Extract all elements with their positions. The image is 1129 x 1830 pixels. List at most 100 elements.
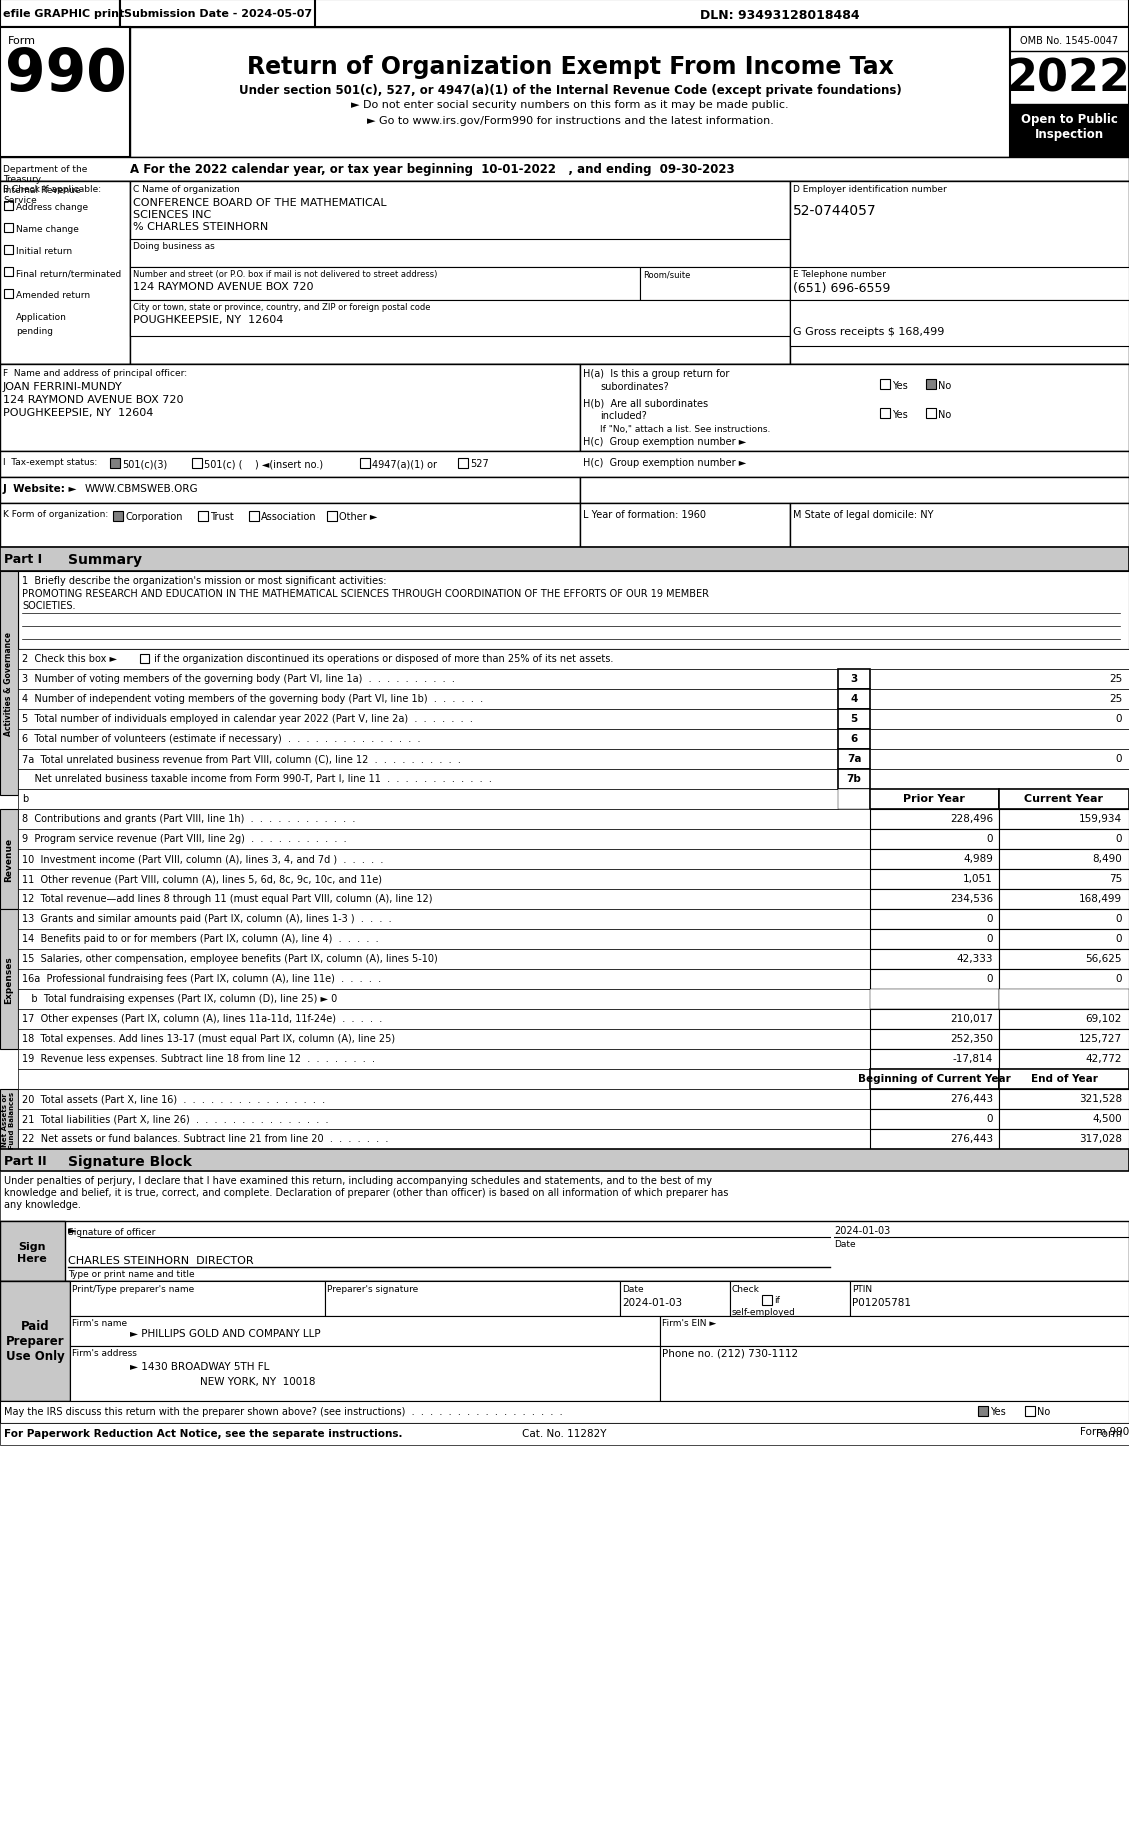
Text: No: No (938, 381, 952, 392)
Bar (870, 730, 1129, 750)
Text: 321,528: 321,528 (1079, 1093, 1122, 1103)
Bar (838, 710, 870, 730)
Text: Application: Application (16, 313, 67, 322)
Bar (838, 750, 870, 770)
Bar (0, 0, 1129, 27)
Bar (870, 1069, 999, 1089)
Bar (999, 990, 1129, 1010)
Text: Doing business as: Doing business as (133, 242, 215, 251)
Bar (0, 27, 130, 157)
Bar (790, 267, 1129, 300)
Bar (130, 240, 790, 267)
Text: 990: 990 (5, 46, 126, 102)
Text: 42,333: 42,333 (956, 953, 994, 963)
Text: 4: 4 (850, 694, 858, 703)
Text: ► PHILLIPS GOLD AND COMPANY LLP: ► PHILLIPS GOLD AND COMPANY LLP (130, 1329, 321, 1338)
Text: 0: 0 (1115, 933, 1122, 944)
Bar (660, 1316, 1129, 1347)
Bar (0, 1281, 70, 1402)
Text: JOAN FERRINI-MUNDY: JOAN FERRINI-MUNDY (3, 382, 123, 392)
Bar (870, 910, 999, 930)
Bar (1025, 1405, 1035, 1416)
Bar (18, 650, 1129, 670)
Bar (870, 1089, 999, 1109)
Bar (870, 690, 1129, 710)
Bar (870, 670, 1129, 690)
Text: May the IRS discuss this return with the preparer shown above? (see instructions: May the IRS discuss this return with the… (5, 1405, 562, 1416)
Bar (999, 849, 1129, 869)
Text: Firm's EIN ►: Firm's EIN ► (662, 1318, 716, 1327)
Bar (110, 459, 120, 468)
Bar (620, 1281, 730, 1316)
Bar (926, 408, 936, 419)
Text: 0: 0 (987, 933, 994, 944)
Text: 20  Total assets (Part X, line 16)  .  .  .  .  .  .  .  .  .  .  .  .  .  .  . : 20 Total assets (Part X, line 16) . . . … (21, 1093, 325, 1103)
Bar (0, 1281, 1129, 1402)
Bar (18, 1109, 870, 1129)
Text: Corporation: Corporation (125, 512, 183, 522)
Text: b: b (21, 794, 28, 803)
Text: Number and street (or P.O. box if mail is not delivered to street address): Number and street (or P.O. box if mail i… (133, 269, 437, 278)
Text: 124 RAYMOND AVENUE BOX 720: 124 RAYMOND AVENUE BOX 720 (3, 395, 184, 404)
Text: ► 1430 BROADWAY 5TH FL: ► 1430 BROADWAY 5TH FL (130, 1362, 270, 1371)
Text: 42,772: 42,772 (1085, 1054, 1122, 1063)
Text: 0: 0 (1115, 833, 1122, 844)
Bar (18, 889, 870, 910)
Text: 234,536: 234,536 (949, 893, 994, 904)
Bar (325, 1281, 620, 1316)
Bar (999, 829, 1129, 849)
Text: 6  Total number of volunteers (estimate if necessary)  .  .  .  .  .  .  .  .  .: 6 Total number of volunteers (estimate i… (21, 734, 420, 743)
Bar (870, 1129, 999, 1149)
Bar (120, 0, 315, 27)
Text: Beginning of Current Year: Beginning of Current Year (858, 1074, 1010, 1083)
Bar (0, 910, 18, 1049)
Text: Firm's name: Firm's name (72, 1318, 128, 1327)
Bar (198, 512, 208, 522)
Text: No: No (1038, 1405, 1050, 1416)
Text: 276,443: 276,443 (949, 1093, 994, 1103)
Bar (999, 1129, 1129, 1149)
Text: 5  Total number of individuals employed in calendar year 2022 (Part V, line 2a) : 5 Total number of individuals employed i… (21, 714, 473, 723)
Bar (999, 1089, 1129, 1109)
Text: Print/Type preparer's name: Print/Type preparer's name (72, 1285, 194, 1294)
Text: SOCIETIES.: SOCIETIES. (21, 600, 76, 611)
Text: 75: 75 (1109, 873, 1122, 884)
Bar (0, 1221, 1129, 1281)
Bar (640, 267, 790, 300)
Text: D Employer identification number: D Employer identification number (793, 185, 947, 194)
Text: Expenses: Expenses (5, 955, 14, 1003)
Text: End of Year: End of Year (1031, 1074, 1097, 1083)
Bar (790, 181, 1129, 364)
Text: No: No (938, 410, 952, 419)
Bar (870, 750, 1129, 770)
Text: A For the 2022 calendar year, or tax year beginning  10-01-2022   , and ending  : A For the 2022 calendar year, or tax yea… (130, 163, 735, 176)
Bar (18, 571, 1129, 650)
Bar (130, 300, 790, 337)
Text: 317,028: 317,028 (1079, 1133, 1122, 1144)
Text: 4,989: 4,989 (963, 853, 994, 864)
Text: 501(c)(3): 501(c)(3) (122, 459, 167, 468)
Text: 527: 527 (470, 459, 489, 468)
Bar (870, 1010, 999, 1030)
Text: Yes: Yes (892, 381, 908, 392)
Text: subordinates?: subordinates? (599, 382, 668, 392)
Text: 0: 0 (1115, 913, 1122, 924)
Bar (838, 690, 870, 710)
Bar (999, 809, 1129, 829)
Text: 7a  Total unrelated business revenue from Part VIII, column (C), line 12  .  .  : 7a Total unrelated business revenue from… (21, 754, 461, 763)
Bar (0, 1171, 1129, 1221)
Text: H(c)  Group exemption number ►: H(c) Group exemption number ► (583, 458, 746, 468)
Text: 276,443: 276,443 (949, 1133, 994, 1144)
Bar (130, 181, 790, 364)
Bar (18, 1010, 870, 1030)
Text: Department of the
Treasury
Internal Revenue
Service: Department of the Treasury Internal Reve… (3, 165, 87, 205)
Bar (18, 789, 838, 809)
Bar (790, 300, 1129, 348)
Bar (0, 181, 130, 364)
Text: CONFERENCE BOARD OF THE MATHEMATICAL: CONFERENCE BOARD OF THE MATHEMATICAL (133, 198, 386, 209)
Bar (18, 710, 838, 730)
Text: Under penalties of perjury, I declare that I have examined this return, includin: Under penalties of perjury, I declare th… (5, 1175, 712, 1186)
Text: 501(c) (    ) ◄(insert no.): 501(c) ( ) ◄(insert no.) (204, 459, 323, 468)
Bar (879, 381, 890, 390)
Bar (0, 478, 580, 503)
